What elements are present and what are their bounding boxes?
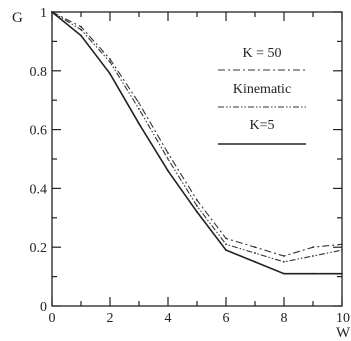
data-point <box>341 243 343 246</box>
x-axis-label: W <box>336 325 351 341</box>
data-point <box>51 11 53 13</box>
data-point <box>254 246 256 249</box>
data-point <box>138 108 140 110</box>
series-line-3 <box>51 11 342 275</box>
y-tick-label: 0 <box>40 300 47 315</box>
x-tick-label: 0 <box>49 311 56 326</box>
data-point <box>167 152 169 155</box>
data-point <box>283 255 285 257</box>
data-point <box>254 261 256 263</box>
data-point <box>80 34 82 37</box>
axis-ticks: 0 2 4 6 8 10 0 0.2 0.4 0.6 0.8 1 <box>30 6 351 326</box>
x-tick-label: 6 <box>223 311 230 326</box>
legend: K = 50 Kinematic K=5 <box>218 46 306 145</box>
data-point <box>225 243 227 246</box>
data-point <box>167 169 169 172</box>
data-point <box>312 255 314 257</box>
data-point <box>138 122 140 125</box>
data-point <box>80 25 82 28</box>
data-point <box>341 249 343 252</box>
data-point <box>283 272 285 275</box>
data-point <box>109 61 111 63</box>
y-tick-label: 0.6 <box>30 124 48 139</box>
series-line-2 <box>51 11 343 263</box>
data-point <box>254 252 256 254</box>
data-point <box>167 158 169 160</box>
legend-label: K=5 <box>249 118 274 133</box>
x-tick-label: 4 <box>165 311 172 326</box>
data-point <box>196 211 198 213</box>
legend-label: Kinematic <box>233 82 291 97</box>
data-point <box>341 272 343 275</box>
x-tick-label: 10 <box>336 311 350 326</box>
plot-border <box>51 11 343 307</box>
legend-label: K = 50 <box>242 46 281 61</box>
y-tick-label: 0.8 <box>30 65 48 80</box>
data-point <box>196 205 198 207</box>
y-tick-label: 0.4 <box>30 182 48 197</box>
x-tick-label: 8 <box>281 311 288 326</box>
plot-frame <box>51 11 343 307</box>
series-lines <box>51 11 343 275</box>
data-point <box>80 28 82 31</box>
y-tick-label: 0.2 <box>30 241 48 256</box>
data-point <box>138 102 140 105</box>
y-tick-label: 1 <box>40 6 47 21</box>
data-point <box>283 261 285 263</box>
y-axis-label: G <box>12 10 23 26</box>
series-line-1 <box>51 11 343 257</box>
data-point <box>109 58 111 60</box>
x-tick-label: 2 <box>107 311 114 326</box>
data-point <box>196 199 198 202</box>
data-point <box>225 237 227 240</box>
data-point <box>109 72 111 75</box>
data-point <box>225 249 227 252</box>
data-point <box>312 272 314 275</box>
data-point <box>312 246 314 249</box>
